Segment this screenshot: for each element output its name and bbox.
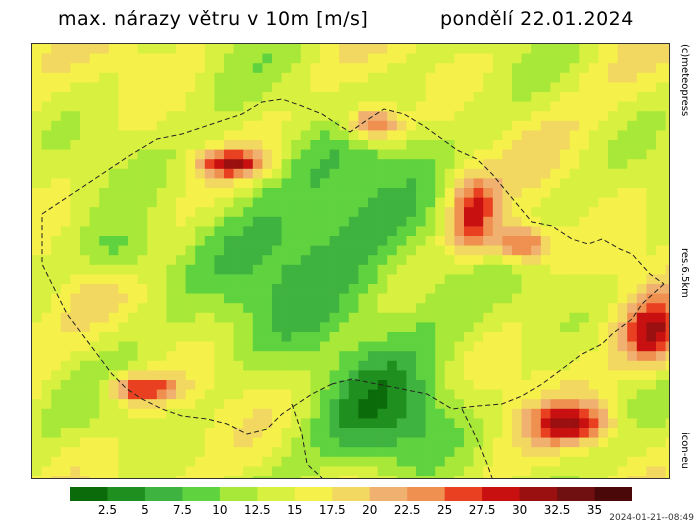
legend-swatch bbox=[219, 487, 258, 501]
legend-swatch bbox=[407, 487, 446, 501]
legend-label: 22.5 bbox=[393, 503, 421, 517]
legend-label: 15 bbox=[287, 503, 303, 517]
map-title: max. nárazy větru v 10m [m/s] bbox=[58, 8, 369, 30]
legend-swatch bbox=[482, 487, 521, 501]
legend-swatch bbox=[107, 487, 146, 501]
legend-label: 20 bbox=[362, 503, 378, 517]
austria-border bbox=[41, 214, 333, 435]
legend-label: 7.5 bbox=[172, 503, 192, 517]
legend-swatch bbox=[257, 487, 296, 501]
legend-swatch bbox=[519, 487, 558, 501]
legend-swatch bbox=[369, 487, 408, 501]
legend-label: 2.5 bbox=[97, 503, 117, 517]
resolution-label: res.6.5km bbox=[679, 248, 690, 298]
legend-swatch bbox=[182, 487, 221, 501]
legend-label: 17.5 bbox=[318, 503, 346, 517]
legend-swatch bbox=[332, 487, 371, 501]
model-label: icon-eu bbox=[679, 432, 690, 469]
legend-swatch bbox=[444, 487, 483, 501]
legend-swatch bbox=[70, 487, 108, 501]
wind-color-grid bbox=[32, 44, 669, 478]
country-borders bbox=[41, 98, 665, 478]
legend-swatch bbox=[144, 487, 183, 501]
legend-label: 35 bbox=[586, 503, 603, 517]
legend-label: 10 bbox=[212, 503, 228, 517]
copyright-label: (c)meteopress bbox=[679, 44, 690, 117]
legend-label: 32.5 bbox=[543, 503, 571, 517]
wind-gust-map bbox=[31, 43, 670, 479]
color-legend-bar bbox=[70, 487, 632, 501]
legend-label: 12.5 bbox=[243, 503, 271, 517]
southern-border bbox=[291, 403, 493, 478]
map-canvas bbox=[32, 44, 669, 478]
legend-swatch bbox=[294, 487, 333, 501]
legend-label: 5 bbox=[141, 503, 149, 517]
slovak-border bbox=[331, 283, 665, 410]
legend-label: 25 bbox=[437, 503, 453, 517]
czech-border bbox=[41, 98, 665, 285]
legend-swatch bbox=[594, 487, 632, 501]
legend-swatch bbox=[557, 487, 596, 501]
legend-label: 30 bbox=[511, 503, 528, 517]
map-date: pondělí 22.01.2024 bbox=[440, 8, 634, 30]
generated-timestamp: 2024-01-21--08:49 bbox=[609, 513, 694, 523]
legend-label: 27.5 bbox=[468, 503, 496, 517]
